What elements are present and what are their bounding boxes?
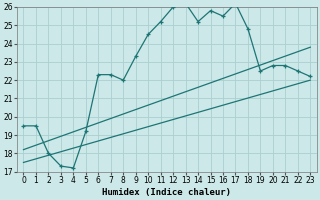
- X-axis label: Humidex (Indice chaleur): Humidex (Indice chaleur): [102, 188, 231, 197]
